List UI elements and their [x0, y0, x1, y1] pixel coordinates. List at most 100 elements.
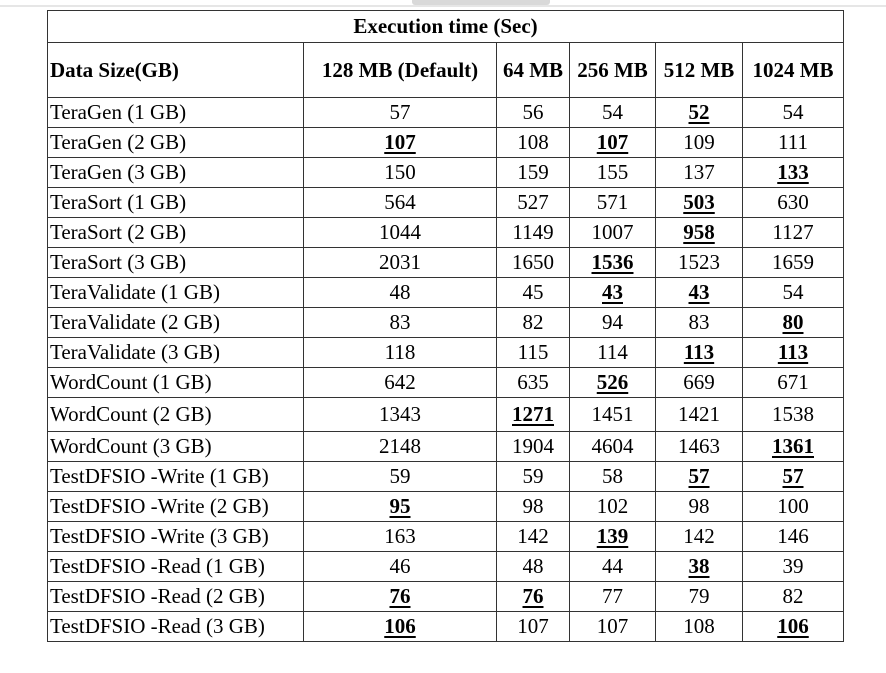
time-cell: 1343 [303, 397, 497, 432]
best-time-cell: 1271 [496, 397, 570, 432]
table-title: Execution time (Sec) [47, 10, 844, 43]
best-time-cell: 107 [303, 127, 497, 158]
time-cell: 100 [742, 491, 844, 522]
time-cell: 4604 [569, 431, 656, 462]
best-time-cell: 43 [569, 277, 656, 308]
row-label: TeraGen (1 GB) [47, 97, 304, 128]
best-time-cell: 958 [655, 217, 743, 248]
time-cell: 54 [569, 97, 656, 128]
table-row: TestDFSIO -Write (2 GB) 95 98 102 98 100 [47, 491, 844, 522]
row-label: TeraValidate (3 GB) [47, 337, 304, 368]
time-cell: 630 [742, 187, 844, 218]
table-row: TeraSort (3 GB) 2031 1650 1536 1523 1659 [47, 247, 844, 278]
best-time-cell: 95 [303, 491, 497, 522]
table-row: TeraGen (3 GB) 150 159 155 137 133 [47, 157, 844, 188]
best-time-cell: 106 [742, 611, 844, 642]
time-cell: 108 [496, 127, 570, 158]
time-cell: 2148 [303, 431, 497, 462]
time-cell: 1127 [742, 217, 844, 248]
time-cell: 48 [303, 277, 497, 308]
time-cell: 54 [742, 277, 844, 308]
time-cell: 669 [655, 367, 743, 398]
time-cell: 118 [303, 337, 497, 368]
best-time-cell: 52 [655, 97, 743, 128]
column-header-data-size: Data Size(GB) [47, 42, 304, 98]
table-row: TestDFSIO -Write (3 GB) 163 142 139 142 146 [47, 521, 844, 552]
table-row: TeraSort (2 GB) 1044 1149 1007 958 1127 [47, 217, 844, 248]
time-cell: 107 [569, 611, 656, 642]
best-time-cell: 76 [303, 581, 497, 612]
time-cell: 109 [655, 127, 743, 158]
best-time-cell: 106 [303, 611, 497, 642]
best-time-cell: 1536 [569, 247, 656, 278]
time-cell: 77 [569, 581, 656, 612]
time-cell: 1904 [496, 431, 570, 462]
time-cell: 48 [496, 551, 570, 582]
time-cell: 107 [496, 611, 570, 642]
time-cell: 1007 [569, 217, 656, 248]
row-label: TestDFSIO -Write (2 GB) [47, 491, 304, 522]
table-row: TeraValidate (1 GB) 48 45 43 43 54 [47, 277, 844, 308]
best-time-cell: 1361 [742, 431, 844, 462]
row-label: TestDFSIO -Write (1 GB) [47, 461, 304, 492]
time-cell: 642 [303, 367, 497, 398]
row-label: TeraGen (3 GB) [47, 157, 304, 188]
column-header-block-size: 256 MB [569, 42, 656, 98]
best-time-cell: 526 [569, 367, 656, 398]
time-cell: 1523 [655, 247, 743, 278]
time-cell: 635 [496, 367, 570, 398]
drag-handle[interactable] [412, 0, 550, 5]
time-cell: 94 [569, 307, 656, 338]
time-cell: 115 [496, 337, 570, 368]
time-cell: 82 [496, 307, 570, 338]
row-label: WordCount (1 GB) [47, 367, 304, 398]
time-cell: 57 [303, 97, 497, 128]
time-cell: 671 [742, 367, 844, 398]
time-cell: 58 [569, 461, 656, 492]
best-time-cell: 503 [655, 187, 743, 218]
row-label: TeraSort (1 GB) [47, 187, 304, 218]
time-cell: 163 [303, 521, 497, 552]
window-top-edge [0, 5, 886, 7]
table-row: TeraGen (1 GB) 57 56 54 52 54 [47, 97, 844, 128]
best-time-cell: 113 [655, 337, 743, 368]
time-cell: 1044 [303, 217, 497, 248]
best-time-cell: 133 [742, 157, 844, 188]
time-cell: 111 [742, 127, 844, 158]
table-row: TestDFSIO -Read (2 GB) 76 76 77 79 82 [47, 581, 844, 612]
time-cell: 98 [496, 491, 570, 522]
table-row: WordCount (3 GB) 2148 1904 4604 1463 1361 [47, 431, 844, 462]
table-row: TeraSort (1 GB) 564 527 571 503 630 [47, 187, 844, 218]
best-time-cell: 139 [569, 521, 656, 552]
time-cell: 59 [496, 461, 570, 492]
time-cell: 98 [655, 491, 743, 522]
row-label: TeraSort (2 GB) [47, 217, 304, 248]
time-cell: 137 [655, 157, 743, 188]
best-time-cell: 113 [742, 337, 844, 368]
best-time-cell: 57 [655, 461, 743, 492]
best-time-cell: 43 [655, 277, 743, 308]
table-row: TestDFSIO -Write (1 GB) 59 59 58 57 57 [47, 461, 844, 492]
time-cell: 114 [569, 337, 656, 368]
row-label: TeraGen (2 GB) [47, 127, 304, 158]
row-label: TeraValidate (1 GB) [47, 277, 304, 308]
row-label: TestDFSIO -Write (3 GB) [47, 521, 304, 552]
time-cell: 159 [496, 157, 570, 188]
time-cell: 1659 [742, 247, 844, 278]
time-cell: 102 [569, 491, 656, 522]
table-row: WordCount (1 GB) 642 635 526 669 671 [47, 367, 844, 398]
time-cell: 1451 [569, 397, 656, 432]
column-header-block-size: 64 MB [496, 42, 570, 98]
time-cell: 59 [303, 461, 497, 492]
time-cell: 56 [496, 97, 570, 128]
time-cell: 571 [569, 187, 656, 218]
row-label: TeraSort (3 GB) [47, 247, 304, 278]
time-cell: 1463 [655, 431, 743, 462]
time-cell: 142 [496, 521, 570, 552]
table-row: TeraGen (2 GB) 107 108 107 109 111 [47, 127, 844, 158]
time-cell: 1650 [496, 247, 570, 278]
time-cell: 150 [303, 157, 497, 188]
time-cell: 146 [742, 521, 844, 552]
execution-time-table: Execution time (Sec) Data Size(GB) 128 MB… [47, 10, 844, 642]
row-label: TestDFSIO -Read (2 GB) [47, 581, 304, 612]
